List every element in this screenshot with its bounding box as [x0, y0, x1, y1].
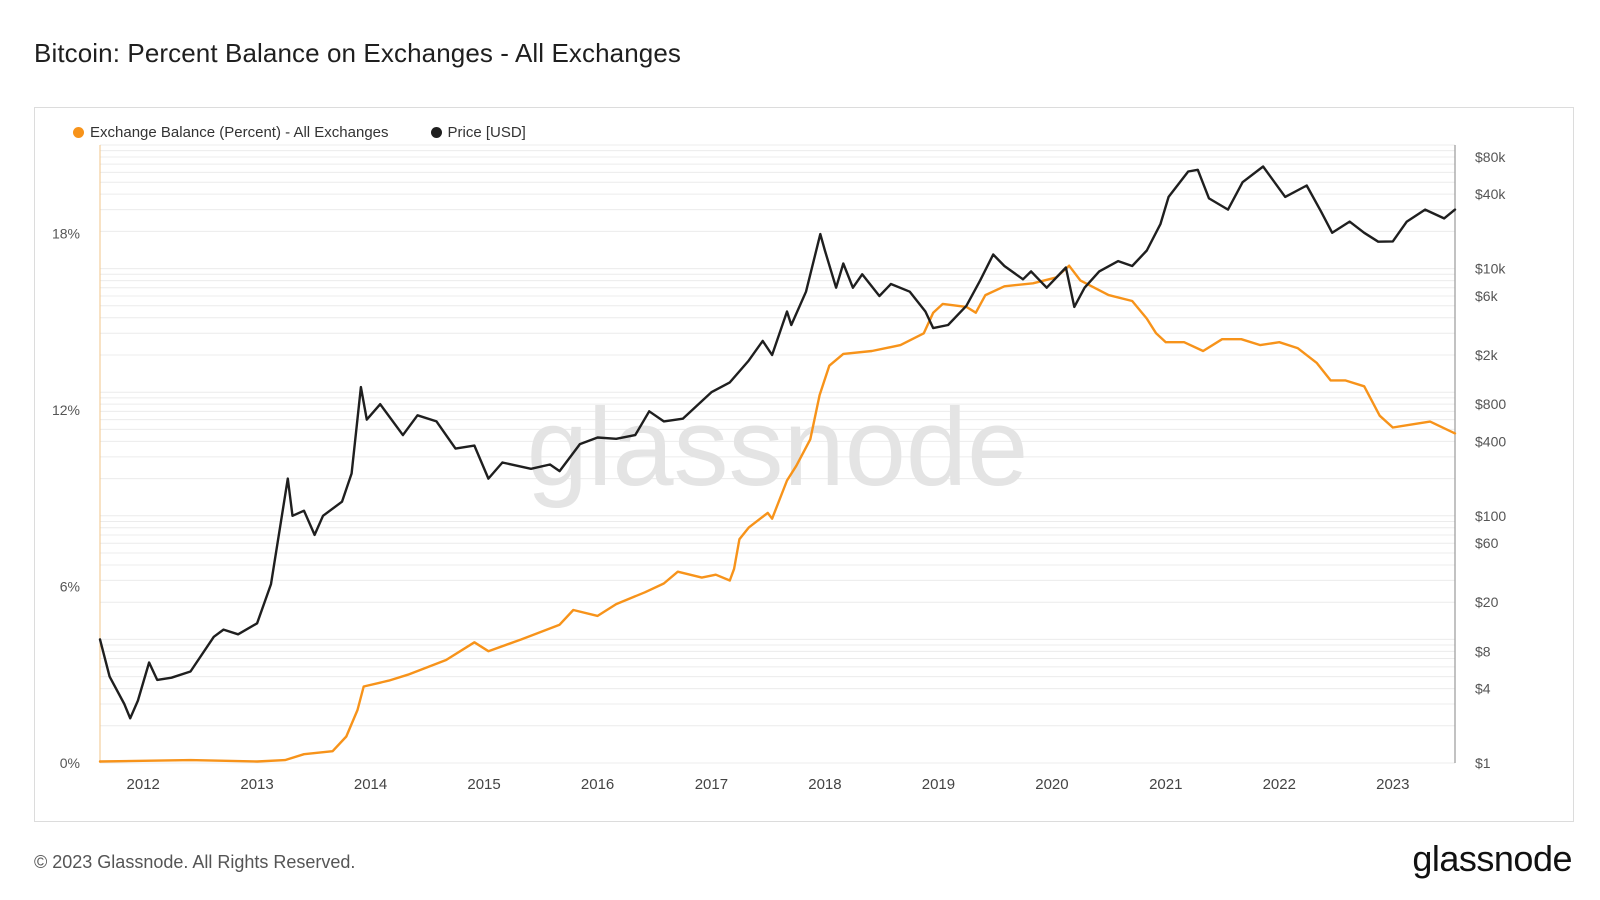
x-tick-label: 2014 [354, 776, 387, 793]
x-tick-label: 2013 [240, 776, 273, 793]
x-tick-label: 2021 [1149, 776, 1182, 793]
y-right-tick-label: $80k [1475, 149, 1506, 165]
y-right-tick-label: $1 [1475, 755, 1491, 771]
y-left-tick-label: 0% [60, 755, 80, 771]
copyright-text: © 2023 Glassnode. All Rights Reserved. [34, 852, 356, 872]
x-tick-label: 2020 [1035, 776, 1068, 793]
y-right-tick-label: $10k [1475, 261, 1506, 277]
legend-item-price[interactable]: Price [USD] [430, 124, 526, 141]
x-tick-label: 2016 [581, 776, 614, 793]
x-tick-label: 2019 [922, 776, 955, 793]
y-right-tick-label: $8 [1475, 643, 1491, 659]
legend-dot-price-icon [430, 127, 442, 138]
legend-item-balance[interactable]: Exchange Balance (Percent) - All Exchang… [73, 124, 389, 141]
y-left-tick-label: 18% [52, 225, 80, 241]
y-right-tick-label: $60 [1475, 535, 1499, 551]
x-tick-label: 2015 [467, 776, 500, 793]
y-left-tick-label: 12% [52, 402, 80, 418]
legend-dot-balance-icon [73, 127, 84, 138]
series-line-balance [98, 264, 1457, 763]
chart-panel: Exchange Balance (Percent) - All Exchang… [34, 107, 1574, 822]
y-right-tick-label: $40k [1475, 186, 1506, 202]
y-right-tick-label: $4 [1475, 681, 1491, 697]
y-right-tick-label: $6k [1475, 288, 1499, 304]
x-tick-label: 2022 [1263, 776, 1296, 793]
glassnode-logo: glassnode [1412, 838, 1572, 879]
y-right-tick-label: $2k [1475, 347, 1499, 363]
x-tick-label: 2017 [695, 776, 728, 793]
chart-legend: Exchange Balance (Percent) - All Exchang… [73, 124, 526, 141]
x-tick-label: 2018 [808, 776, 841, 793]
watermark-text: glassnode [527, 386, 1029, 509]
x-tick-label: 2012 [127, 776, 160, 793]
series-line-price [98, 165, 1457, 720]
y-right-tick-label: $100 [1475, 508, 1506, 524]
page-title: Bitcoin: Percent Balance on Exchanges - … [34, 38, 682, 68]
y-left-tick-label: 6% [60, 578, 80, 594]
y-right-tick-label: $800 [1475, 396, 1506, 412]
x-tick-label: 2023 [1376, 776, 1409, 793]
y-right-tick-label: $400 [1475, 433, 1506, 449]
legend-label-price: Price [USD] [447, 124, 526, 141]
legend-label-balance: Exchange Balance (Percent) - All Exchang… [90, 124, 389, 141]
y-right-tick-label: $20 [1475, 594, 1499, 610]
